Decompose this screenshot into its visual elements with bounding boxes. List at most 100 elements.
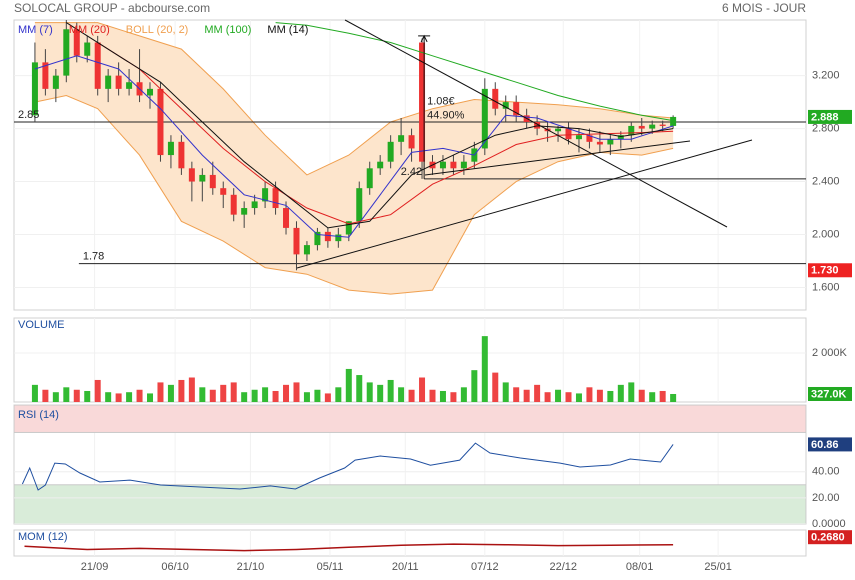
trend-lines — [296, 19, 753, 269]
candle-body — [638, 125, 645, 129]
trend-line — [344, 19, 728, 228]
x-tick-label: 25/01 — [704, 561, 732, 573]
volume-bar — [94, 379, 101, 402]
volume-bar — [628, 382, 635, 402]
candle-body — [377, 161, 384, 169]
candle-body — [345, 221, 352, 235]
panel-frame — [13, 317, 807, 403]
volume-bar — [366, 382, 373, 402]
measure-label: 1.08€ — [427, 95, 455, 107]
candle-body — [617, 135, 624, 140]
volume-bar — [220, 384, 227, 402]
volume-bar — [42, 389, 49, 402]
candle-body — [502, 102, 509, 109]
y-tick-label: 3.200 — [812, 70, 840, 82]
volume-bar — [617, 384, 624, 402]
candle-body — [167, 141, 174, 156]
volume-bar — [73, 389, 80, 402]
moving-average — [97, 42, 674, 225]
legend-entry: BOLL (20, 2) — [126, 24, 189, 36]
volume-bar — [450, 392, 457, 402]
candle-body — [513, 102, 520, 116]
candle-body — [398, 135, 405, 142]
x-tick-label: 22/12 — [550, 561, 578, 573]
value-marker-label: 0.2680 — [811, 532, 845, 544]
candle-body — [31, 62, 38, 116]
y-tick-label: 2 000K — [812, 347, 848, 359]
candle-body — [596, 141, 603, 145]
volume-bar — [63, 387, 70, 402]
candle-body — [251, 201, 258, 209]
panel-title: MOM (12) — [18, 531, 68, 543]
volume-bar — [555, 389, 562, 402]
moving-average — [66, 22, 674, 229]
value-marker-label: 60.86 — [811, 439, 839, 451]
volume-bar — [303, 392, 310, 402]
legend-entry: MM (100) — [204, 24, 251, 36]
candle-body — [230, 194, 237, 215]
volume-bar — [356, 375, 363, 402]
volume-bar — [481, 336, 488, 402]
chart-title: SOLOCAL GROUP - abcbourse.com — [14, 1, 210, 15]
volume-bar — [199, 387, 206, 402]
candle-body — [94, 42, 101, 89]
volume-bar — [335, 387, 342, 402]
candle-body — [492, 88, 499, 109]
candle-body — [450, 161, 457, 169]
candle-body — [555, 128, 562, 132]
volume-bar — [429, 389, 436, 402]
value-marker-label: 2.888 — [811, 111, 839, 123]
value-marker — [808, 386, 852, 401]
x-tick-label: 05/11 — [317, 561, 344, 573]
candle-body — [481, 88, 488, 149]
candle-body — [303, 245, 310, 255]
plot-area — [14, 405, 806, 524]
x-tick-label: 21/09 — [81, 561, 109, 573]
volume-bar — [670, 393, 677, 402]
volume-bar — [492, 372, 499, 402]
candle-body — [220, 188, 227, 195]
volume-bar — [575, 393, 582, 402]
candle-body — [73, 29, 80, 56]
candle-body — [565, 128, 572, 140]
candle-body — [157, 88, 164, 156]
volume-bar — [251, 389, 258, 402]
volume-bar — [178, 379, 185, 402]
candle-body — [586, 135, 593, 142]
candle-body — [628, 125, 635, 136]
candle-body — [178, 141, 185, 169]
value-marker — [808, 530, 852, 545]
candle-body — [283, 208, 290, 228]
legend-entry: MM (14) — [267, 24, 308, 36]
volume-bar — [638, 389, 645, 402]
candle-body — [419, 42, 426, 162]
candle-body — [84, 42, 91, 56]
volume-bar — [188, 377, 195, 402]
volume-bar — [272, 390, 279, 402]
volume-bar — [471, 370, 478, 402]
volume-bar — [544, 392, 551, 402]
plot-area — [24, 543, 674, 552]
candle-body — [534, 121, 541, 129]
boll-lower — [34, 94, 674, 295]
volume-bar — [565, 392, 572, 402]
volume-bar — [460, 387, 467, 402]
candle-body — [262, 188, 269, 202]
candle-body — [52, 75, 59, 89]
volume-bar — [649, 392, 656, 402]
trend-line — [296, 139, 753, 269]
candle-body — [147, 88, 154, 96]
x-tick-label: 08/01 — [626, 561, 654, 573]
plot-area — [14, 336, 806, 402]
level-label: 2.85 — [18, 109, 39, 121]
volume-bar — [513, 387, 520, 402]
volume-bar — [502, 382, 509, 402]
candle-body — [105, 75, 112, 89]
y-tick-label: 0.0000 — [812, 518, 846, 530]
volume-bar — [439, 390, 446, 402]
candle-body — [439, 161, 446, 169]
candle-body — [387, 141, 394, 162]
volume-bar — [596, 389, 603, 402]
volume-bar — [377, 384, 384, 402]
